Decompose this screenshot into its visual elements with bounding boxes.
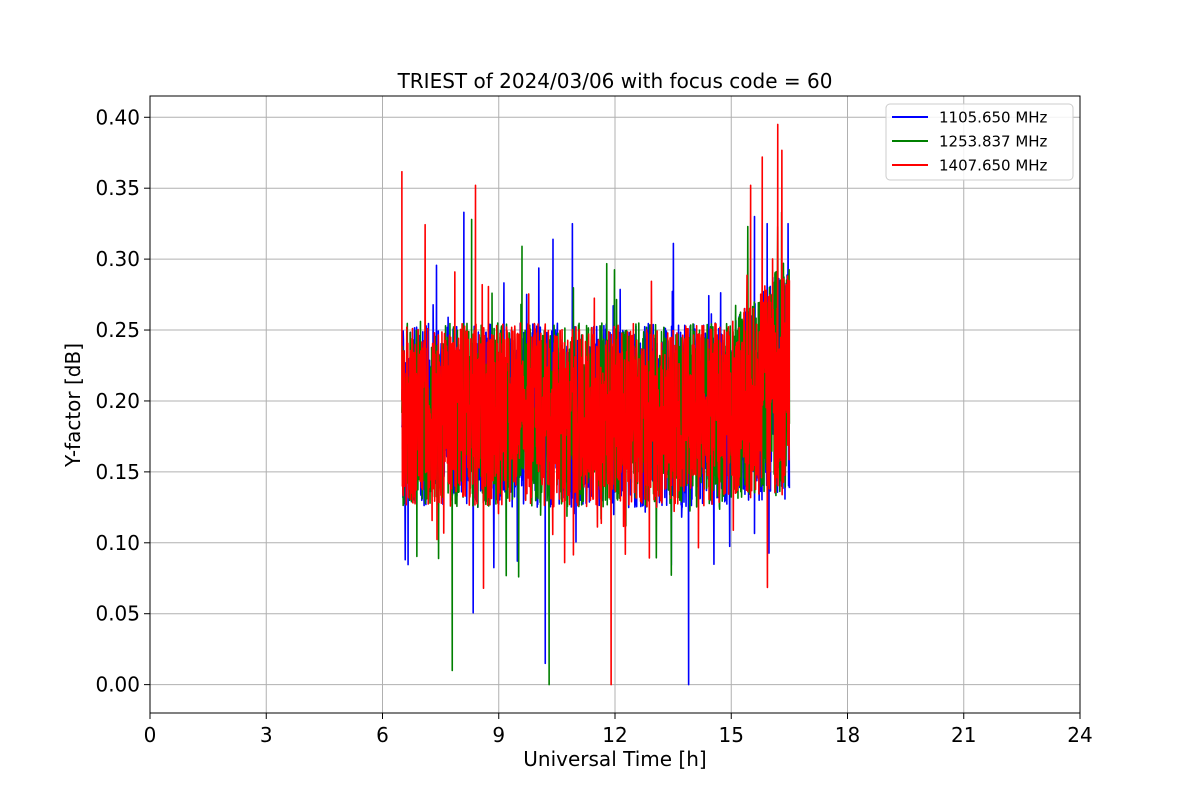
x-tick-label: 6 [376, 723, 389, 747]
series-line-3 [401, 123, 791, 686]
y-tick-label: 0.25 [95, 318, 140, 342]
y-tick-label: 0.15 [95, 460, 140, 484]
x-tick-label: 9 [492, 723, 505, 747]
legend-label: 1407.650 MHz [939, 157, 1048, 175]
y-tick-label: 0.40 [95, 105, 140, 129]
legend-label: 1253.837 MHz [939, 133, 1048, 151]
x-tick-label: 0 [144, 723, 157, 747]
x-tick-label: 18 [835, 723, 860, 747]
series-layer [401, 123, 791, 686]
x-axis: 0 3 6 9 12 15 18 21 24 [144, 713, 1093, 747]
x-tick-label: 24 [1067, 723, 1092, 747]
y-axis-label: Y-factor [dB] [61, 343, 85, 468]
y-axis: 0.00 0.05 0.10 0.15 0.20 0.25 0.30 0.35 0.40 [95, 105, 150, 697]
x-tick-label: 21 [951, 723, 976, 747]
x-axis-label: Universal Time [h] [523, 747, 706, 771]
x-tick-label: 12 [602, 723, 627, 747]
y-tick-label: 0.30 [95, 247, 140, 271]
legend: 1105.650 MHz 1253.837 MHz 1407.650 MHz [885, 103, 1074, 181]
chart-title: TRIEST of 2024/03/06 with focus code = 6… [397, 69, 833, 93]
y-tick-label: 0.10 [95, 531, 140, 555]
y-tick-label: 0.00 [95, 673, 140, 697]
y-tick-label: 0.05 [95, 602, 140, 626]
y-tick-label: 0.20 [95, 389, 140, 413]
legend-label: 1105.650 MHz [939, 109, 1048, 127]
x-tick-label: 15 [719, 723, 744, 747]
x-tick-label: 3 [260, 723, 273, 747]
legend-box [885, 103, 1074, 181]
y-tick-label: 0.35 [95, 176, 140, 200]
